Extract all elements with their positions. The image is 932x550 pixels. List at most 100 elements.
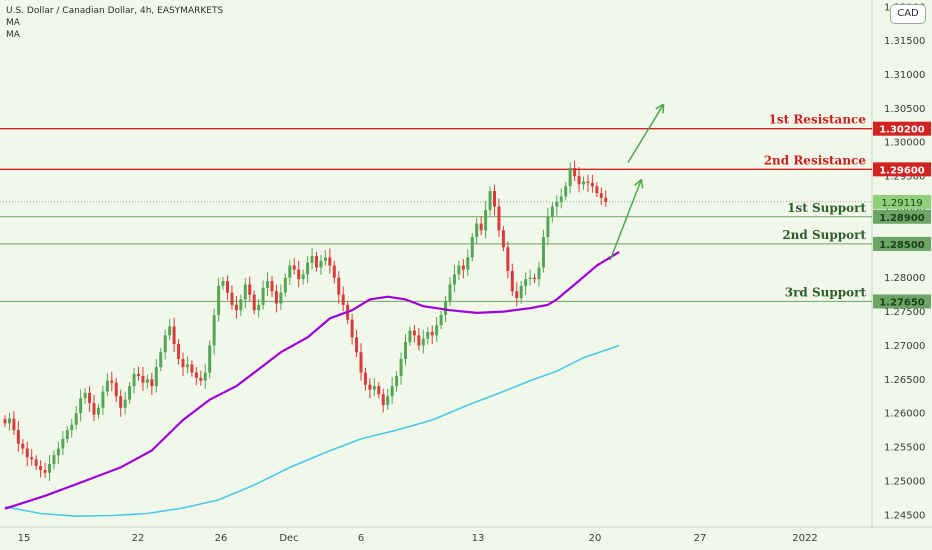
projection-arrow bbox=[627, 103, 665, 163]
candle-body bbox=[377, 386, 381, 395]
candle-body bbox=[306, 262, 310, 275]
candle-body bbox=[150, 379, 154, 387]
candle-body bbox=[274, 291, 278, 304]
candle-body bbox=[261, 287, 265, 305]
candle-body bbox=[421, 338, 425, 346]
candle-body bbox=[590, 182, 594, 187]
candle-body bbox=[408, 330, 412, 343]
level-price-tag bbox=[873, 209, 931, 224]
level-label: 1st Support bbox=[787, 201, 866, 215]
candle-body bbox=[21, 443, 25, 449]
candle-body bbox=[34, 459, 38, 467]
candle-body bbox=[506, 247, 510, 271]
candle-body bbox=[101, 391, 105, 408]
candle-body bbox=[430, 331, 434, 336]
x-tick-label: 6 bbox=[358, 533, 364, 544]
candle-body bbox=[177, 344, 181, 360]
y-tick-label: 1.27000 bbox=[884, 341, 925, 352]
candle-body bbox=[199, 377, 203, 381]
candle-body bbox=[239, 299, 243, 311]
candle-body bbox=[568, 167, 572, 187]
arrow-head bbox=[640, 179, 644, 189]
candle-body bbox=[88, 392, 92, 404]
ma-fast-line bbox=[4, 251, 620, 510]
level-price-tag bbox=[873, 162, 931, 177]
candle-body bbox=[181, 359, 185, 368]
candle-body bbox=[359, 352, 363, 373]
candle-body bbox=[546, 216, 550, 238]
candle-body bbox=[252, 294, 256, 311]
candle-body bbox=[386, 396, 390, 406]
indicator-ma-2[interactable]: MA bbox=[6, 30, 20, 40]
level-label: 3rd Support bbox=[785, 285, 867, 299]
candle-body bbox=[341, 294, 345, 305]
candle-body bbox=[212, 314, 216, 346]
level-label: 1st Resistance bbox=[769, 113, 867, 127]
candle-body bbox=[457, 265, 461, 275]
candle-body bbox=[92, 403, 96, 415]
level-price-text: 1.28500 bbox=[879, 240, 925, 251]
candle-body bbox=[337, 277, 341, 295]
level-price-text: 1.27650 bbox=[879, 297, 925, 308]
candle-body bbox=[493, 191, 496, 207]
candle-body bbox=[65, 430, 69, 439]
x-tick-label: 22 bbox=[132, 533, 145, 544]
projection-arrow bbox=[609, 179, 643, 261]
candle-body bbox=[52, 455, 56, 465]
candle-body bbox=[524, 279, 528, 286]
time-axis bbox=[0, 527, 932, 550]
candle-body bbox=[501, 230, 505, 248]
candle-body bbox=[510, 270, 514, 292]
candle-body bbox=[319, 260, 323, 268]
candle-body bbox=[279, 292, 283, 304]
candle-body bbox=[310, 256, 314, 263]
candle-body bbox=[559, 196, 563, 202]
level-price-text: 1.30200 bbox=[879, 125, 925, 136]
level-label: 2nd Resistance bbox=[764, 153, 867, 167]
y-tick-label: 1.30500 bbox=[884, 104, 925, 115]
candle-body bbox=[48, 464, 51, 473]
candle-body bbox=[363, 372, 367, 385]
candle-body bbox=[426, 331, 430, 339]
candle-body bbox=[328, 257, 332, 266]
candle-body bbox=[399, 359, 403, 376]
candle-body bbox=[435, 325, 439, 336]
candle-body bbox=[283, 277, 287, 293]
candle-body bbox=[439, 314, 443, 326]
candle-body bbox=[475, 223, 479, 238]
candle-body bbox=[355, 337, 359, 353]
chart-title: U.S. Dollar / Canadian Dollar, 4h, EASYM… bbox=[6, 6, 224, 16]
candle-body bbox=[497, 206, 501, 231]
candle-body bbox=[168, 326, 172, 336]
candle-body bbox=[194, 372, 198, 378]
x-tick-label: 2022 bbox=[792, 533, 817, 544]
candle-body bbox=[395, 375, 399, 387]
candle-body bbox=[96, 407, 100, 415]
candle-body bbox=[448, 284, 452, 302]
candle-body bbox=[79, 398, 83, 414]
candle-body bbox=[577, 176, 581, 185]
candle-body bbox=[372, 386, 376, 390]
x-tick-label: 27 bbox=[694, 533, 707, 544]
candle-body bbox=[145, 379, 149, 383]
candle-body bbox=[83, 392, 87, 399]
candle-body bbox=[466, 257, 470, 270]
candle-body bbox=[288, 265, 292, 278]
x-tick-label: 26 bbox=[215, 533, 228, 544]
candle-body bbox=[528, 277, 532, 280]
x-tick-label: 13 bbox=[472, 533, 485, 544]
y-tick-label: 1.28000 bbox=[884, 273, 925, 284]
candle-body bbox=[582, 181, 585, 185]
candle-body bbox=[604, 197, 608, 202]
y-tick-label: 1.26000 bbox=[884, 409, 925, 420]
indicator-ma-1[interactable]: MA bbox=[6, 18, 20, 28]
candle-body bbox=[484, 209, 488, 231]
candle-body bbox=[292, 265, 296, 270]
currency-button[interactable]: CAD bbox=[890, 4, 926, 24]
candle-body bbox=[74, 413, 78, 425]
arrow-head bbox=[633, 178, 642, 186]
candle-body bbox=[163, 335, 167, 353]
candle-body bbox=[488, 191, 492, 210]
